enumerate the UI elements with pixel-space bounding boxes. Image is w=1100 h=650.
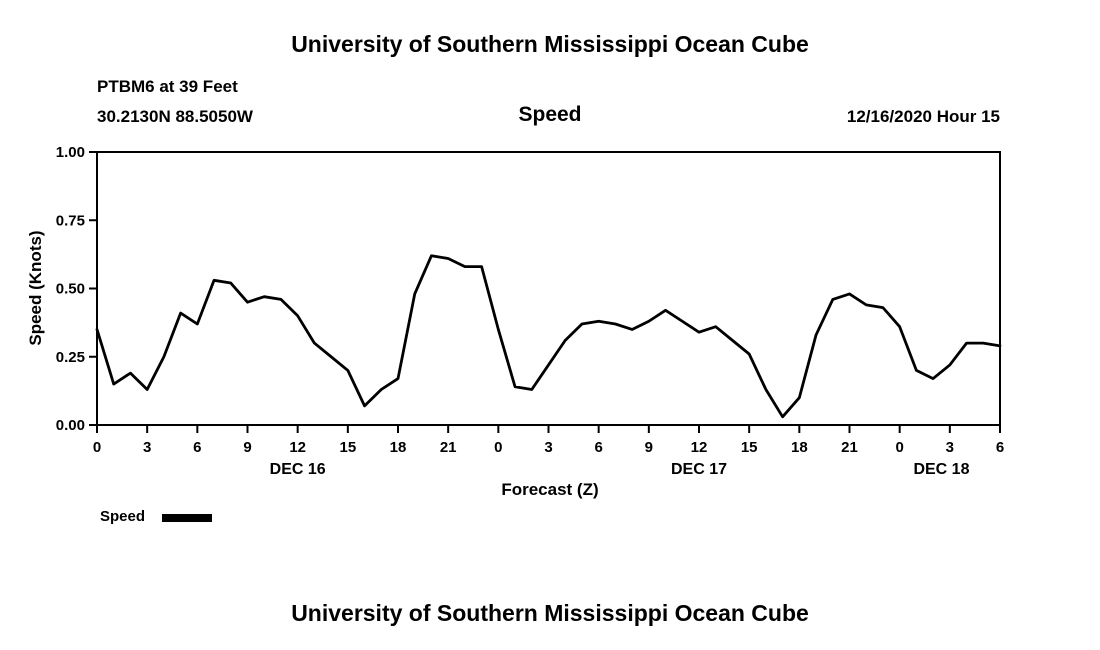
- forecast-datetime-label: 12/16/2020 Hour 15: [846, 107, 1000, 126]
- chart-title: Speed: [518, 103, 582, 126]
- x-tick-label: 6: [193, 439, 201, 456]
- page-title: University of Southern Mississippi Ocean…: [291, 31, 809, 57]
- x-tick-label: 0: [895, 439, 903, 456]
- x-tick-label: 15: [339, 439, 356, 456]
- y-tick-label: 0.25: [56, 349, 85, 366]
- station-name-label: PTBM6 at 39 Feet: [97, 77, 238, 96]
- speed-line: [95, 254, 1002, 419]
- x-tick-label: 18: [791, 439, 808, 456]
- x-tick-label: 6: [594, 439, 602, 456]
- legend-line-swatch: [162, 514, 212, 522]
- x-tick-label: 3: [143, 439, 151, 456]
- page-title-footer: University of Southern Mississippi Ocean…: [291, 600, 809, 626]
- date-label: DEC 16: [270, 461, 326, 478]
- x-tick-label: 0: [494, 439, 502, 456]
- x-axis-title: Forecast (Z): [501, 480, 599, 499]
- date-label: DEC 17: [671, 461, 727, 478]
- x-tick-label: 0: [93, 439, 101, 456]
- x-tick-label: 6: [996, 439, 1004, 456]
- x-tick-label: 12: [289, 439, 306, 456]
- x-tick-label: 15: [741, 439, 758, 456]
- y-tick-label: 0.00: [56, 417, 85, 434]
- date-label: DEC 18: [913, 461, 969, 478]
- x-tick-label: 9: [645, 439, 653, 456]
- x-tick-label: 3: [946, 439, 954, 456]
- station-coordinates-label: 30.2130N 88.5050W: [97, 107, 253, 126]
- x-tick-label: 9: [243, 439, 251, 456]
- y-tick-label: 1.00: [56, 144, 85, 161]
- x-tick-label: 18: [390, 439, 407, 456]
- x-tick-label: 21: [841, 439, 858, 456]
- legend-label: Speed: [100, 508, 146, 525]
- y-tick-label: 0.75: [56, 212, 85, 229]
- x-tick-label: 12: [691, 439, 708, 456]
- y-tick-label: 0.50: [56, 281, 85, 298]
- x-tick-label: 3: [544, 439, 552, 456]
- plot-border: [96, 151, 1001, 426]
- x-tick-label: 21: [440, 439, 457, 456]
